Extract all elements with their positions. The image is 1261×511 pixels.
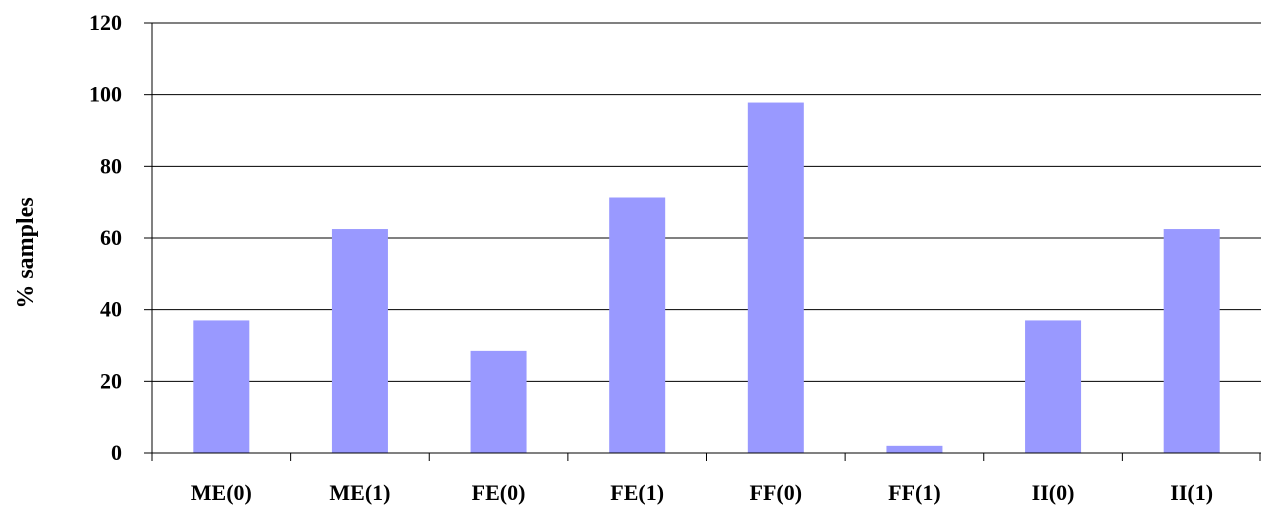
x-tick-label: II(1) [1170, 480, 1213, 505]
bar-ii0 [1025, 320, 1082, 453]
bars [193, 102, 1220, 454]
bar-ff1 [886, 445, 943, 453]
x-tick-label: ME(1) [329, 480, 390, 505]
y-tick-label: 20 [100, 368, 122, 393]
bar-me1 [331, 229, 388, 453]
y-tick-label: 120 [89, 10, 122, 35]
x-tick-label: FF(1) [888, 480, 941, 505]
y-tick-label: 80 [100, 153, 122, 178]
y-tick-label: 0 [111, 440, 122, 465]
bar-me0 [193, 320, 250, 453]
y-tick-label: 100 [89, 82, 122, 107]
x-tick-label: ME(0) [191, 480, 252, 505]
bar-fe1 [609, 197, 666, 453]
x-tick-label: II(0) [1032, 480, 1075, 505]
bar-ff0 [747, 102, 804, 454]
y-axis-title: % samples [13, 197, 39, 308]
bar-fe0 [470, 350, 527, 453]
bar-ii1 [1163, 229, 1220, 453]
x-tick-label: FE(1) [610, 480, 664, 505]
y-tick-label: 40 [100, 297, 122, 322]
labels: 0 20 40 60 80 100 120 ME(0) ME(1) FE(0) FE(1) FF(0)… [89, 10, 1213, 505]
axes [144, 22, 1261, 461]
gridlines [152, 22, 1261, 382]
x-tick-label: FE(0) [472, 480, 526, 505]
x-tick-label: FF(0) [750, 480, 803, 505]
y-tick-label: 60 [100, 225, 122, 250]
